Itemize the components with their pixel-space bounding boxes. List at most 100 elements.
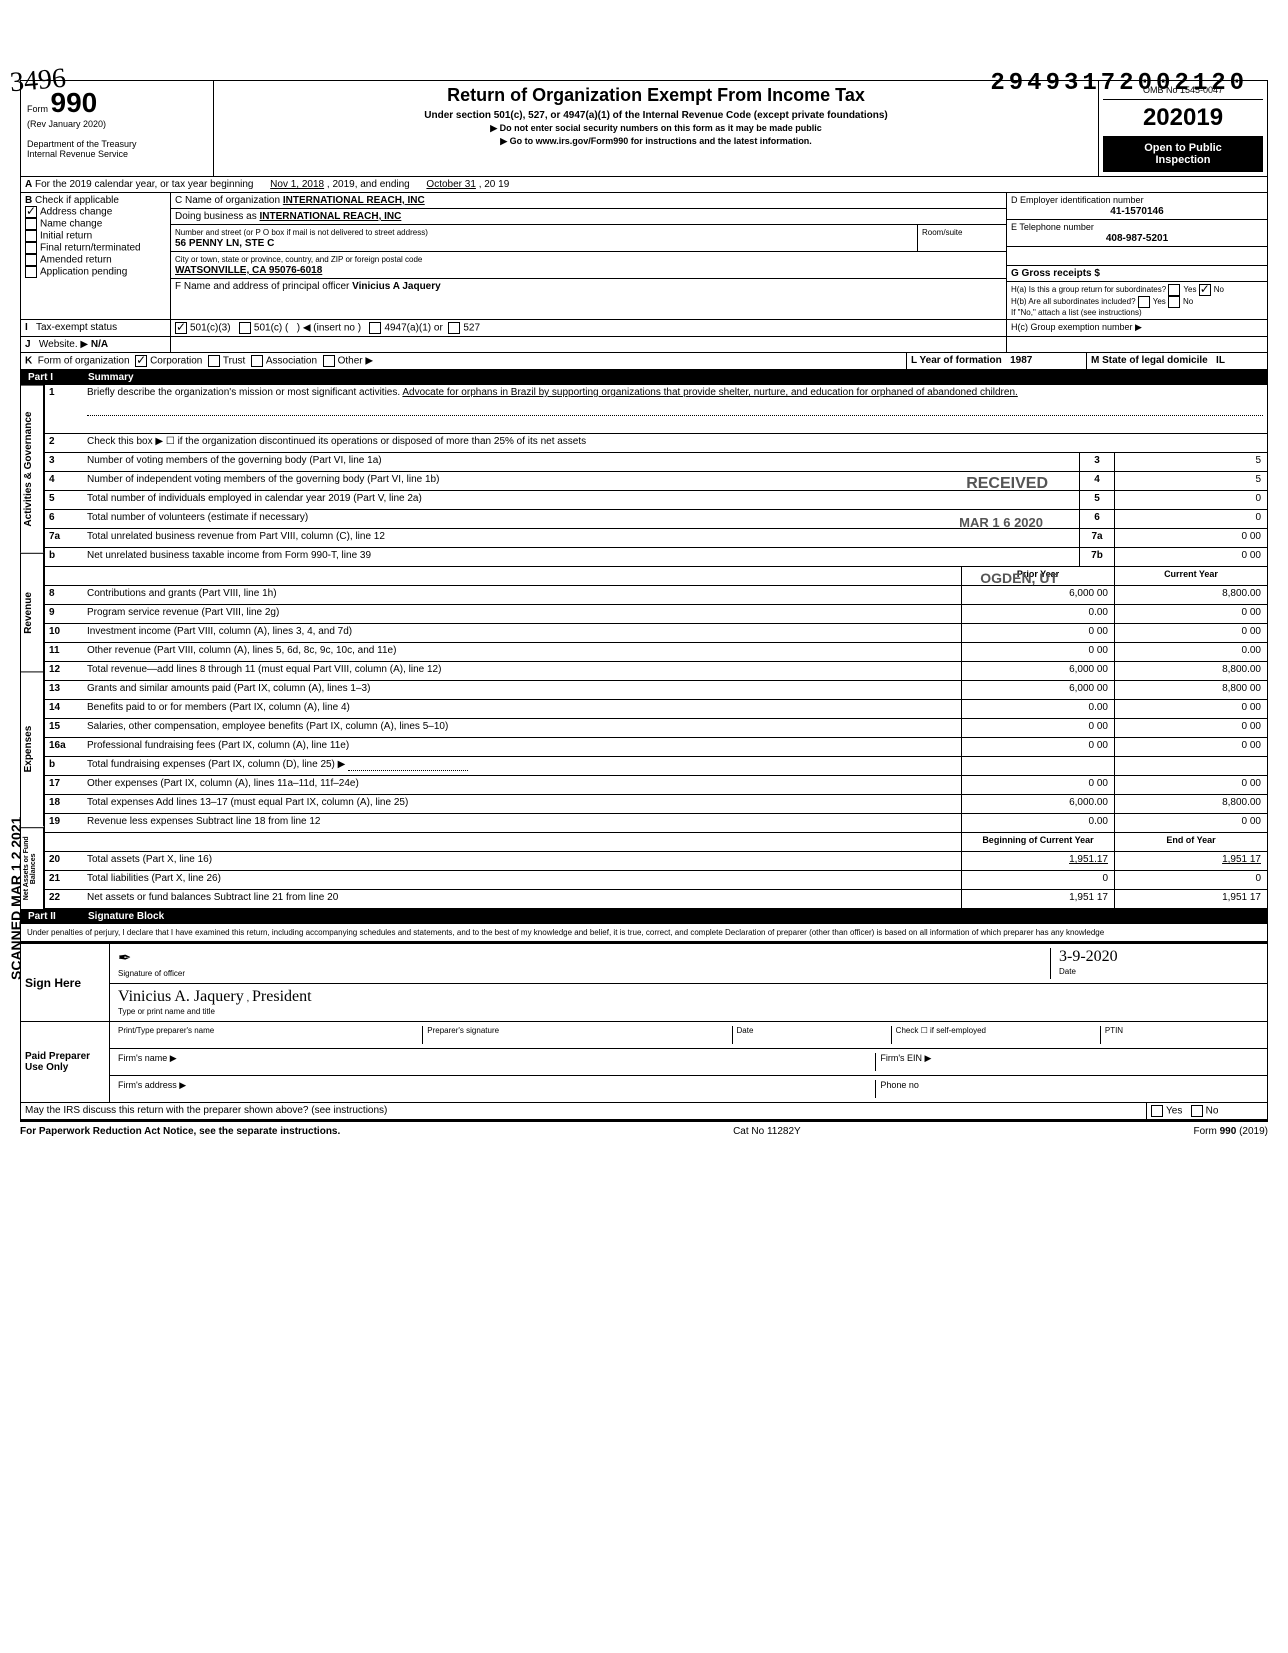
line-a-mid: , 2019, and ending — [327, 179, 410, 190]
sign-here-label: Sign Here — [21, 944, 109, 1021]
domicile-state: IL — [1216, 355, 1225, 366]
signature-label: Signature of officer — [118, 969, 185, 978]
row-18: 18 Total expenses Add lines 13–17 (must … — [44, 795, 1268, 814]
section-e-label: E Telephone number — [1011, 222, 1094, 232]
footer-row: For Paperwork Reduction Act Notice, see … — [20, 1120, 1268, 1137]
received-date-stamp: MAR 1 6 2020 — [959, 515, 1043, 530]
checkbox-other[interactable] — [323, 355, 335, 367]
form-dept: Department of the Treasury — [27, 139, 137, 149]
firm-name-line: Firm's name ▶ Firm's EIN ▶ — [110, 1049, 1267, 1076]
footer-right: Form 990 (2019) — [1194, 1126, 1268, 1137]
form-irs: Internal Revenue Service — [27, 149, 128, 159]
sidebar-governance: Activities & Governance — [20, 385, 44, 553]
row-7a: 7a Total unrelated business revenue from… — [44, 529, 1268, 548]
cb-label-pending: Application pending — [40, 267, 127, 278]
ptin-label: PTIN — [1101, 1026, 1259, 1044]
checkbox-address-change[interactable] — [25, 206, 37, 218]
section-d-label: D Employer identification number — [1011, 195, 1144, 205]
paid-preparer-row: Paid Preparer Use Only Print/Type prepar… — [21, 1022, 1267, 1102]
form-title: Return of Organization Exempt From Incom… — [222, 85, 1090, 106]
phone-value: 408-987-5201 — [1011, 233, 1263, 244]
phone-no-label: Phone no — [875, 1080, 1259, 1098]
firm-ein-label: Firm's EIN ▶ — [875, 1053, 1259, 1071]
checkbox-hb-yes[interactable] — [1138, 296, 1150, 308]
ha-label: H(a) Is this a group return for subordin… — [1011, 285, 1166, 294]
checkbox-discuss-yes[interactable] — [1151, 1105, 1163, 1117]
firm-name-label: Firm's name ▶ — [118, 1053, 875, 1071]
officer-signature: ✒ — [118, 950, 131, 967]
document-locator-number: 29493172002120 — [990, 70, 1248, 97]
cb-label-amended: Amended return — [40, 255, 112, 266]
section-c-dba-label: Doing business as — [175, 211, 257, 222]
checkbox-4947[interactable] — [369, 322, 381, 334]
hb-note: If "No," attach a list (see instructions… — [1011, 308, 1142, 317]
checkbox-name-change[interactable] — [25, 218, 37, 230]
form-subtitle: Under section 501(c), 527, or 4947(a)(1)… — [222, 110, 1090, 121]
checkbox-application-pending[interactable] — [25, 266, 37, 278]
checkbox-initial-return[interactable] — [25, 230, 37, 242]
mission-label: Briefly describe the organization's miss… — [87, 387, 400, 398]
checkbox-association[interactable] — [251, 355, 263, 367]
checkbox-trust[interactable] — [208, 355, 220, 367]
tax-year-begin: Nov 1, 2018 — [270, 179, 324, 190]
line-j-text: Website. ▶ — [39, 339, 88, 350]
firm-addr-label: Firm's address ▶ — [118, 1080, 875, 1098]
checkbox-amended[interactable] — [25, 254, 37, 266]
part2-header: Part II Signature Block — [20, 909, 1268, 924]
form-note1: ▶ Do not enter social security numbers o… — [222, 123, 1090, 134]
checkbox-final-return[interactable] — [25, 242, 37, 254]
section-b-header: Check if applicable — [35, 195, 119, 206]
section-bcde-row: B Check if applicable Address change Nam… — [20, 193, 1268, 320]
typed-name: Vinicius A. Jaquery — [118, 988, 244, 1005]
row-colhead-assets: Beginning of Current Year End of Year — [44, 833, 1268, 852]
form-note2: ▶ Go to www.irs.gov/Form990 for instruct… — [222, 136, 1090, 147]
part2-title: Signature Block — [88, 911, 164, 922]
self-employed-label: Check ☐ if self-employed — [892, 1026, 1101, 1044]
checkbox-527[interactable] — [448, 322, 460, 334]
org-city: WATSONVILLE, CA 95076-6018 — [175, 265, 322, 276]
room-label: Room/suite — [922, 228, 962, 237]
line-a-text: For the 2019 calendar year, or tax year … — [35, 179, 253, 190]
sidebar-expenses: Expenses — [20, 671, 44, 826]
summary-table: RECEIVED MAR 1 6 2020 OGDEN, UT Activiti… — [20, 385, 1268, 909]
row-5: 5 Total number of individuals employed i… — [44, 491, 1268, 510]
tax-year-end-year: , 20 19 — [479, 179, 510, 190]
line-i-text: Tax-exempt status — [36, 322, 117, 333]
row-6: 6 Total number of volunteers (estimate i… — [44, 510, 1268, 529]
discuss-row: May the IRS discuss this return with the… — [20, 1103, 1268, 1120]
checkbox-ha-yes[interactable] — [1168, 284, 1180, 296]
preparer-header-line: Print/Type preparer's name Preparer's si… — [110, 1022, 1267, 1049]
checkbox-501c[interactable] — [239, 322, 251, 334]
line-i-label: I — [25, 322, 28, 333]
sidebar-netassets: Net Assets or Fund Balances — [20, 827, 44, 909]
preparer-date-label: Date — [733, 1026, 892, 1044]
checkbox-corporation[interactable] — [135, 355, 147, 367]
org-name: INTERNATIONAL REACH, INC — [283, 195, 425, 206]
line-k-label: K — [25, 356, 32, 367]
officer-name: Vinicius A Jaquery — [352, 281, 441, 292]
name-title-line: Vinicius A. Jaquery , President Type or … — [110, 984, 1267, 1021]
row-15: 15 Salaries, other compensation, employe… — [44, 719, 1268, 738]
form-title-box: Return of Organization Exempt From Incom… — [214, 81, 1099, 176]
signature-date: 3-9-2020 — [1059, 948, 1118, 965]
hc-label: H(c) Group exemption number ▶ — [1011, 322, 1142, 332]
checkbox-hb-no[interactable] — [1168, 296, 1180, 308]
checkbox-501c3[interactable] — [175, 322, 187, 334]
form-label: Form — [27, 104, 48, 114]
paid-preparer-label: Paid Preparer Use Only — [21, 1022, 109, 1102]
row-17: 17 Other expenses (Part IX, column (A), … — [44, 776, 1268, 795]
checkbox-discuss-no[interactable] — [1191, 1105, 1203, 1117]
section-c-name-label: C Name of organization — [175, 195, 280, 206]
date-label: Date — [1059, 967, 1076, 976]
checkbox-ha-no[interactable] — [1199, 284, 1211, 296]
row-7b: b Net unrelated business taxable income … — [44, 548, 1268, 567]
city-label: City or town, state or province, country… — [175, 255, 422, 264]
summary-body: 1 Briefly describe the organization's mi… — [44, 385, 1268, 909]
row-19: 19 Revenue less expenses Subtract line 1… — [44, 814, 1268, 833]
mission-text: Advocate for orphans in Brazil by suppor… — [402, 387, 1017, 398]
row-16a: 16a Professional fundraising fees (Part … — [44, 738, 1268, 757]
preparer-name-label: Print/Type preparer's name — [118, 1026, 423, 1044]
open-to-public: Open to Public Inspection — [1103, 136, 1263, 172]
part2-label: Part II — [28, 911, 88, 922]
preparer-sig-label: Preparer's signature — [423, 1026, 732, 1044]
